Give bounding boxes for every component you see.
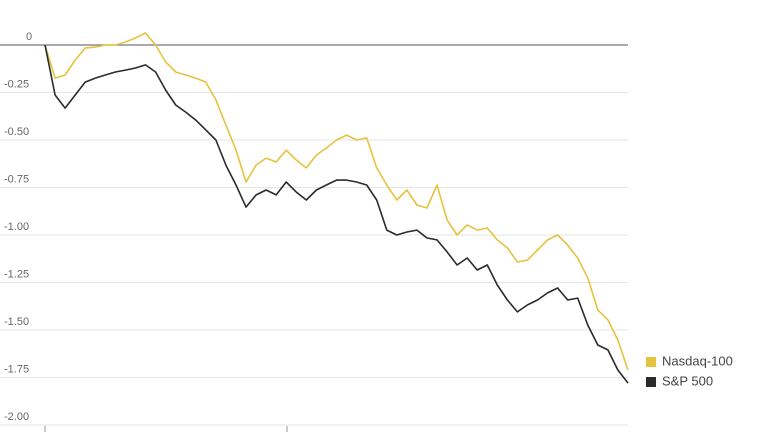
y-tick-label: 0: [26, 31, 32, 43]
legend: Nasdaq-100 S&P 500: [646, 353, 733, 388]
legend-label: Nasdaq-100: [662, 353, 733, 368]
y-tick-label: -0.25: [4, 78, 29, 90]
y-tick-label: -0.75: [4, 173, 29, 185]
legend-swatch: [646, 357, 656, 367]
legend-swatch: [646, 377, 656, 387]
y-tick-label: -0.50: [4, 126, 29, 138]
y-tick-label: -1.25: [4, 268, 29, 280]
series-line: [44, 32, 629, 371]
series-line: [44, 44, 629, 384]
y-tick-label: -1.75: [4, 363, 29, 375]
y-tick-label: -2.00: [4, 411, 29, 423]
legend-label: S&P 500: [662, 373, 713, 388]
y-tick-label: -1.00: [4, 221, 29, 233]
y-tick-label: -1.50: [4, 316, 29, 328]
